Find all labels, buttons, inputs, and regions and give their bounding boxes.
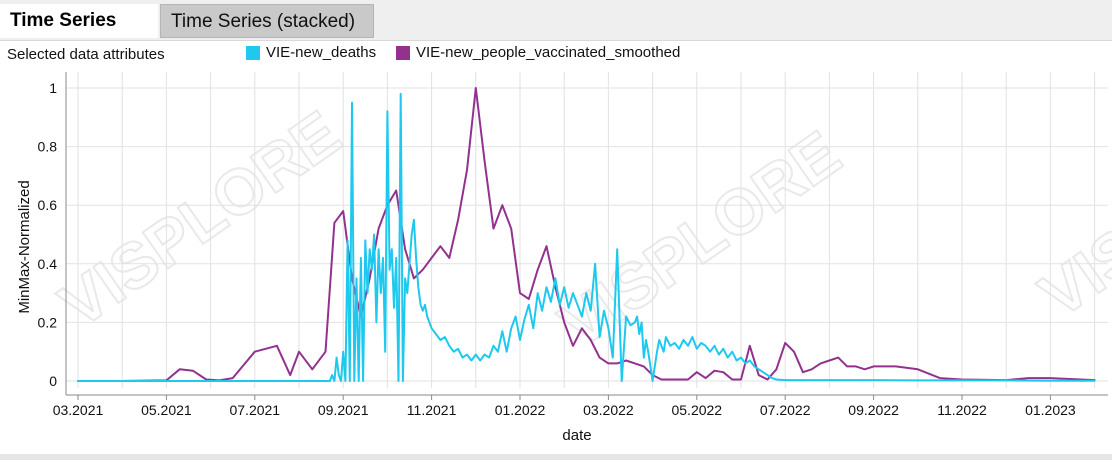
x-tick-label-7: 05.2022 [671, 402, 722, 418]
selected-attributes-label: Selected data attributes [7, 46, 165, 63]
x-tick-label-6: 03.2022 [583, 402, 634, 418]
tab-bar: Time Series Time Series (stacked) [0, 0, 1112, 41]
y-tick-label-5: 1 [49, 80, 57, 96]
x-tick-label-11: 01.2023 [1025, 402, 1076, 418]
legend-label-new-deaths: VIE-new_deaths [266, 44, 377, 61]
x-tick-label-9: 09.2022 [848, 402, 899, 418]
x-tick-label-5: 01.2022 [495, 402, 546, 418]
series-line-new-deaths [77, 92, 1096, 382]
y-tick-label-2: 0.4 [38, 256, 58, 272]
tab-time-series-stacked[interactable]: Time Series (stacked) [160, 4, 374, 38]
watermark-text: VISPLORE [47, 97, 353, 342]
x-tick-label-8: 07.2022 [760, 402, 811, 418]
watermark-text: VISPLORE [1027, 87, 1112, 332]
x-tick-label-4: 11.2021 [407, 402, 457, 418]
legend-label-vaccinated: VIE-new_people_vaccinated_smoothed [416, 44, 681, 61]
watermark-text: VISPLORE [547, 117, 853, 362]
x-tick-label-10: 11.2022 [937, 402, 987, 418]
y-tick-label-4: 0.8 [38, 139, 58, 155]
x-tick-label-3: 09.2021 [318, 402, 369, 418]
x-tick-label-2: 07.2021 [229, 402, 280, 418]
series-line-vaccinated [77, 87, 1096, 382]
y-axis-title: MinMax-Normalized [16, 180, 33, 313]
status-strip [0, 454, 1112, 460]
legend-swatch-vaccinated [396, 46, 410, 60]
x-tick-label-0: 03.2021 [53, 402, 104, 418]
y-tick-label-1: 0.2 [38, 314, 58, 330]
x-axis-title: date [562, 427, 591, 444]
x-tick-label-1: 05.2021 [141, 402, 192, 418]
legend-swatch-new-deaths [246, 46, 260, 60]
y-tick-label-0: 0 [49, 373, 57, 389]
y-tick-label-3: 0.6 [38, 197, 58, 213]
tab-time-series[interactable]: Time Series [0, 4, 158, 38]
